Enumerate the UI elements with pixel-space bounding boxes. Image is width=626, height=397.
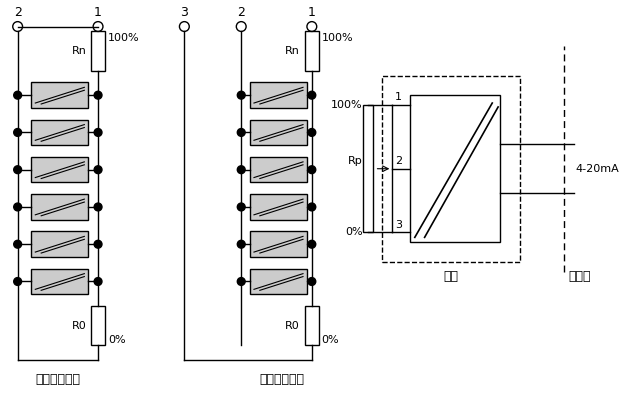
Text: 3: 3 [180,6,188,19]
Bar [31,194,88,220]
Circle shape [94,240,102,248]
Circle shape [94,91,102,99]
Text: 1: 1 [94,6,102,19]
Circle shape [237,278,245,285]
Circle shape [94,278,102,285]
Text: 1: 1 [308,6,316,19]
Bar [382,75,520,262]
Circle shape [308,278,316,285]
Text: 2: 2 [14,6,21,19]
Text: 100%: 100% [108,33,140,43]
Circle shape [308,129,316,136]
Text: Rn: Rn [71,46,86,56]
Circle shape [308,240,316,248]
Circle shape [14,129,21,136]
Bar [250,119,307,145]
Text: 现场: 现场 [444,270,459,283]
Text: 2: 2 [395,156,403,166]
Circle shape [14,240,21,248]
Bar [31,269,88,294]
Circle shape [237,129,245,136]
Circle shape [94,203,102,211]
Circle shape [14,203,21,211]
Circle shape [237,203,245,211]
Circle shape [237,166,245,173]
Bar [91,31,105,71]
Circle shape [14,166,21,173]
Circle shape [237,240,245,248]
Bar [31,157,88,183]
Bar [31,83,88,108]
Text: 0%: 0% [322,335,339,345]
Bar [305,306,319,345]
Text: R0: R0 [71,321,86,331]
Text: 4-20mA: 4-20mA [575,164,619,174]
Text: Rp: Rp [348,156,363,166]
Text: 三线制变送器: 三线制变送器 [259,374,304,386]
Bar [250,157,307,183]
Text: 1: 1 [395,92,402,102]
Text: 控制室: 控制室 [569,270,591,283]
Circle shape [308,203,316,211]
Bar [363,105,372,233]
Text: 0%: 0% [108,335,125,345]
Circle shape [14,278,21,285]
Circle shape [308,91,316,99]
Circle shape [94,166,102,173]
Text: 100%: 100% [331,100,363,110]
Text: 2: 2 [237,6,245,19]
Bar [250,231,307,257]
Text: 二线制变送器: 二线制变送器 [35,374,80,386]
Bar [250,83,307,108]
Circle shape [94,129,102,136]
Text: R0: R0 [285,321,300,331]
Bar [31,231,88,257]
Bar [410,95,500,242]
Text: Rn: Rn [285,46,300,56]
Circle shape [308,166,316,173]
Bar [31,119,88,145]
Bar [305,31,319,71]
Text: 3: 3 [395,220,402,229]
Circle shape [14,91,21,99]
Circle shape [237,91,245,99]
Bar [250,194,307,220]
Bar [250,269,307,294]
Text: 0%: 0% [345,227,363,237]
Text: 100%: 100% [322,33,353,43]
Bar [91,306,105,345]
